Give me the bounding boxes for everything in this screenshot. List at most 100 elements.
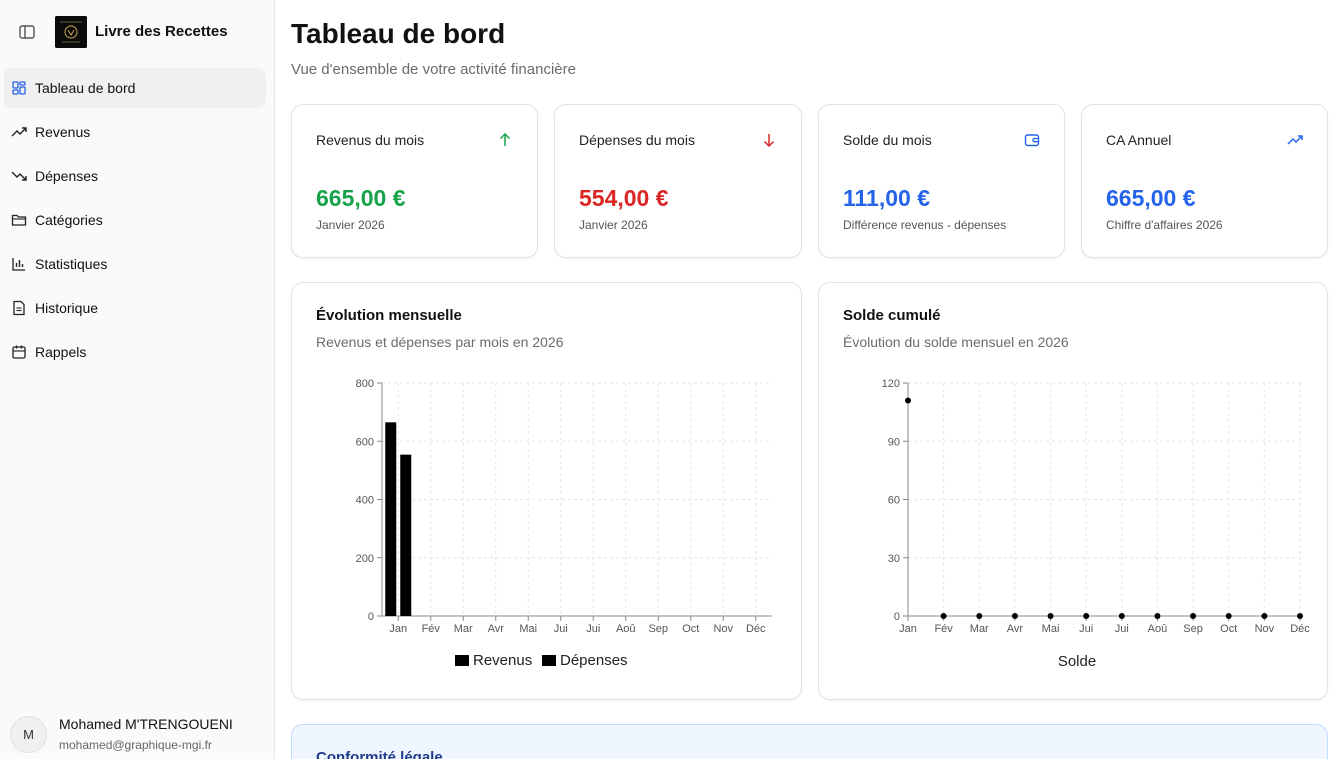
chart-title: Évolution mensuelle (316, 307, 462, 324)
x-tick-label: Mar (970, 623, 989, 635)
bar-dépenses (400, 454, 412, 616)
stat-card-depenses: Dépenses du mois 554,00 € Janvier 2026 (554, 104, 802, 258)
user-profile[interactable]: M Mohamed M'TRENGOUENI mohamed@graphique… (10, 712, 265, 756)
y-tick-label: 0 (894, 611, 900, 623)
legend-label: Solde (1058, 653, 1096, 670)
sidebar-nav: Tableau de bord Revenus Dépenses Catégor… (4, 68, 266, 376)
y-tick-label: 120 (882, 378, 900, 390)
y-tick-label: 60 (888, 495, 900, 507)
stat-title: Solde du mois (843, 132, 932, 148)
x-tick-label: Déc (1290, 623, 1310, 635)
legal-compliance-card: Conformité légale (291, 724, 1328, 759)
x-tick-label: Jui (1079, 623, 1093, 635)
data-point (1154, 613, 1161, 619)
y-tick-label: 30 (888, 553, 900, 565)
sidebar-item-revenus[interactable]: Revenus (4, 112, 266, 152)
data-point (1190, 613, 1197, 619)
stat-subtitle: Chiffre d'affaires 2026 (1106, 218, 1223, 232)
data-point (940, 613, 947, 619)
calendar-icon (12, 345, 26, 359)
y-tick-label: 400 (356, 495, 374, 507)
app-logo (55, 16, 87, 48)
data-point (1225, 613, 1232, 619)
stat-title: CA Annuel (1106, 132, 1172, 148)
balance-line-chart: 0 30 60 90 120 Jan Fév Mar Avr Mai Jui Jui Aoû Sep Oct… (882, 378, 1311, 670)
chart-card-monthly: Évolution mensuelle Revenus et dépenses … (291, 282, 802, 700)
x-tick-label: Oct (682, 623, 699, 635)
sidebar-item-statistiques[interactable]: Statistiques (4, 244, 266, 284)
page-title: Tableau de bord (291, 18, 506, 49)
trending-down-icon (11, 171, 27, 181)
x-tick-label: Avr (488, 623, 505, 635)
folder-icon (11, 214, 27, 226)
x-tick-label: Avr (1007, 623, 1024, 635)
sidebar-item-label: Catégories (35, 212, 103, 228)
user-email: mohamed@graphique-mgi.fr (59, 738, 212, 752)
data-point (1261, 613, 1268, 619)
chart-title: Solde cumulé (843, 307, 941, 324)
app-title: Livre des Recettes (95, 23, 228, 40)
stat-value: 665,00 € (316, 185, 406, 211)
y-tick-label: 200 (356, 553, 374, 565)
x-tick-label: Jui (1115, 623, 1129, 635)
sidebar-item-label: Statistiques (35, 256, 108, 272)
chart-subtitle: Revenus et dépenses par mois en 2026 (316, 334, 564, 350)
stat-card-ca-annuel: CA Annuel 665,00 € Chiffre d'affaires 20… (1081, 104, 1328, 258)
stat-subtitle: Janvier 2026 (316, 218, 385, 232)
sidebar-item-rappels[interactable]: Rappels (4, 332, 266, 372)
data-point (1118, 613, 1125, 619)
stat-value: 665,00 € (1106, 185, 1196, 211)
arrow-up-icon (499, 132, 511, 146)
legend-swatch (455, 655, 469, 666)
chart-subtitle: Évolution du solde mensuel en 2026 (843, 334, 1069, 350)
x-tick-label: Jan (389, 623, 407, 635)
sidebar-item-label: Dépenses (35, 168, 99, 184)
stat-value: 111,00 € (843, 185, 930, 211)
wallet-icon (1024, 134, 1040, 147)
sidebar-item-categories[interactable]: Catégories (4, 200, 266, 240)
data-point (1297, 613, 1303, 619)
x-tick-label: Nov (713, 623, 733, 635)
x-tick-label: Mai (519, 623, 537, 635)
legend-swatch (542, 655, 556, 666)
x-tick-label: Déc (746, 623, 766, 635)
y-tick-label: 600 (356, 436, 374, 448)
page-subtitle: Vue d'ensemble de votre activité financi… (291, 61, 576, 78)
legal-title: Conformité légale (316, 749, 443, 759)
x-tick-label: Sep (648, 623, 668, 635)
arrow-down-icon (763, 134, 775, 148)
y-tick-label: 90 (888, 436, 900, 448)
stat-card-solde: Solde du mois 111,00 € Différence revenu… (818, 104, 1065, 258)
x-tick-label: Mar (454, 623, 473, 635)
legend-label: Revenus (473, 652, 532, 669)
x-tick-label: Sep (1183, 623, 1203, 635)
x-tick-label: Jan (899, 623, 917, 635)
trending-up-icon (1287, 135, 1303, 145)
legend-label: Dépenses (560, 652, 628, 669)
data-point (1011, 613, 1018, 619)
stat-subtitle: Janvier 2026 (579, 218, 648, 232)
sidebar-item-tableau-de-bord[interactable]: Tableau de bord (4, 68, 266, 108)
x-tick-label: Jui (586, 623, 600, 635)
stat-title: Dépenses du mois (579, 132, 695, 148)
y-tick-label: 800 (356, 378, 374, 390)
bar-revenus (385, 422, 397, 616)
sidebar-item-depenses[interactable]: Dépenses (4, 156, 266, 196)
x-tick-label: Mai (1042, 623, 1060, 635)
monthly-bar-chart: 0 200 400 600 800 Jan Fév Mar Avr Mai Jui Jui Aoû Sep… (356, 378, 772, 669)
x-tick-label: Jui (554, 623, 568, 635)
file-text-icon (13, 300, 25, 316)
x-tick-label: Oct (1220, 623, 1237, 635)
sidebar: Livre des Recettes Tableau de bord Reven… (0, 0, 275, 759)
sidebar-item-historique[interactable]: Historique (4, 288, 266, 328)
x-tick-label: Fév (422, 623, 441, 635)
stat-subtitle: Différence revenus - dépenses (843, 218, 1007, 232)
sidebar-item-label: Tableau de bord (35, 80, 136, 96)
sidebar-item-label: Revenus (35, 124, 91, 140)
data-point (905, 397, 911, 404)
bar-chart-icon (12, 258, 25, 271)
sidebar-toggle-icon[interactable] (18, 23, 36, 41)
data-point (1047, 613, 1054, 619)
stat-value: 554,00 € (579, 185, 669, 211)
trending-up-icon (11, 127, 27, 137)
